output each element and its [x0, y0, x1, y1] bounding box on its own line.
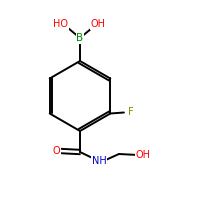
Text: O: O [53, 146, 61, 156]
Text: OH: OH [91, 19, 106, 29]
Text: OH: OH [136, 150, 151, 160]
Text: NH: NH [92, 156, 106, 166]
Text: F: F [128, 107, 134, 117]
Text: B: B [76, 33, 84, 43]
Text: HO: HO [53, 19, 68, 29]
